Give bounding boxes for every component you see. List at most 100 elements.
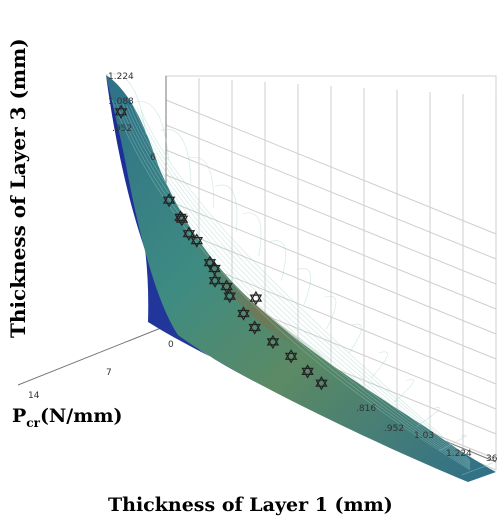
scatter-point-triangle-up (249, 290, 263, 302)
scatter-point (266, 334, 280, 350)
mesh-line (133, 101, 169, 160)
x-tick-label: .816 (356, 404, 376, 414)
depth-axis-line (17, 325, 167, 386)
scatter-point-triangle-up (208, 273, 222, 285)
mesh-line (133, 107, 471, 464)
mesh-line (393, 379, 414, 403)
mesh-line (118, 102, 471, 468)
scatter-point (315, 375, 328, 391)
scatter-point-triangle-down (266, 338, 280, 350)
mesh-line (371, 351, 388, 379)
mesh-line (105, 73, 147, 136)
scatter-point-triangle-down (301, 367, 314, 379)
scatter-point (237, 306, 250, 321)
mesh-line (269, 240, 286, 281)
scatter-point-triangle-down (315, 379, 328, 391)
mesh-line (115, 101, 471, 470)
scatter-point (174, 210, 187, 225)
scatter-point (162, 193, 176, 208)
scatter-point-triangle-up (284, 349, 298, 360)
mesh-line (136, 108, 471, 462)
scatter-point (190, 233, 204, 248)
mesh-line (461, 462, 493, 476)
mesh-line (126, 104, 471, 466)
scatter-point-triangle-down (174, 213, 187, 225)
x-axis-title: Thickness of Layer 1 (mm) (108, 494, 393, 516)
grid-line-diagonal (165, 149, 497, 285)
tick-labels: 1.224 1.088 .952 6 .816 .952 1.03 1.224 36 0 7 14 (28, 72, 498, 464)
scatter-point-triangle-up (315, 375, 328, 387)
z-axis-title: Pcr(N/mm) (12, 405, 122, 430)
mesh-line (122, 103, 471, 467)
mesh-line (160, 129, 192, 184)
scatter-point-triangle-up (301, 364, 314, 375)
scatter-point (208, 261, 221, 276)
mesh-line (111, 99, 471, 471)
grid-line-diagonal (165, 124, 497, 260)
scatter-point-triangle-up (182, 226, 196, 238)
mesh-line (242, 212, 262, 257)
scatter-point-triangle-down (114, 108, 128, 119)
scatter-point-triangle-down (190, 237, 204, 248)
x-tick-label: 1.224 (446, 449, 472, 459)
scatter-point-triangle-down (248, 323, 261, 335)
scatter-point (284, 349, 298, 364)
scatter-point (249, 290, 263, 306)
scatter-point (220, 279, 233, 294)
scatter-point-triangle-down (203, 259, 217, 270)
scatter-point-triangle-up (174, 210, 187, 221)
scatter-point-triangle-down (223, 292, 236, 304)
mesh-line (187, 156, 214, 208)
scatter-point-triangle-up (237, 306, 250, 318)
scatter-point-triangle-down (162, 196, 176, 208)
mesh-line (416, 407, 441, 427)
scatter-point-triangle-up (208, 261, 221, 273)
y-tick-label: 6 (150, 153, 156, 163)
z-tick-label: 7 (106, 368, 112, 378)
grid-line-diagonal (165, 174, 497, 310)
mesh-line (348, 323, 362, 354)
scatter-point-triangle-down (249, 294, 263, 306)
scatter-point-triangle-up (220, 279, 233, 291)
scatter-point-triangle-down (182, 230, 196, 241)
scatter-point-triangle-up (162, 193, 176, 204)
y-axis-title: Thickness of Layer 3 (mm) (6, 38, 30, 338)
z-tick-label: 14 (28, 391, 40, 401)
x-tick-label: 1.03 (414, 431, 434, 441)
surface-top (106, 75, 496, 482)
y-tick-label: 1.088 (108, 97, 134, 107)
grid-line-diagonal (165, 99, 497, 235)
x-tick-label: .952 (384, 424, 404, 434)
scatter-point-triangle-up (190, 233, 204, 245)
y-tick-label: .952 (112, 124, 132, 134)
mesh-line (215, 184, 238, 233)
scatter-point (208, 273, 222, 288)
grid-line-diagonal (165, 224, 497, 360)
scatter-point-triangle-up (223, 288, 236, 300)
grid-line-diagonal (165, 199, 497, 335)
scatter-point (114, 104, 128, 119)
scatter-point-triangle-down (220, 282, 233, 294)
scatter-point-triangle-down (284, 352, 298, 364)
mesh-line (324, 295, 337, 330)
scatter-point-triangle-down (237, 309, 250, 321)
mesh-line (438, 434, 467, 452)
mesh-line (140, 109, 471, 461)
z-axis-title-sub: cr (26, 415, 40, 430)
scatter-point (223, 288, 236, 304)
scatter-point-triangle-up (114, 104, 128, 116)
scatter-point (301, 364, 314, 379)
scatter-markers (114, 104, 328, 391)
z-axis-title-main: P (12, 405, 27, 427)
y-tick-label: 1.224 (108, 72, 134, 82)
mesh-line (296, 268, 311, 306)
z-axis-title-units: (N/mm) (39, 405, 123, 427)
back-wall-grid (165, 75, 497, 471)
scatter-point-triangle-up (266, 334, 280, 346)
scatter-point (182, 226, 196, 241)
scatter-point-triangle-up (248, 320, 261, 332)
mesh-line (129, 105, 471, 465)
scatter-point-triangle-down (208, 277, 222, 288)
z-tick-label: 0 (168, 340, 174, 350)
